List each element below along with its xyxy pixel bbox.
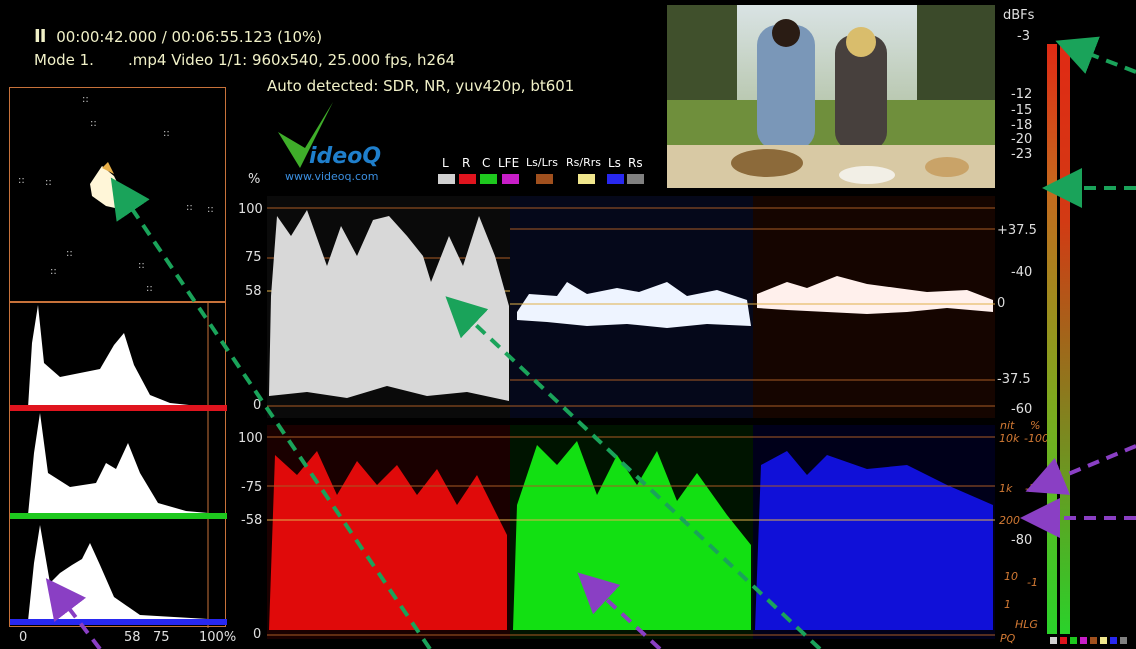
nit-tick-1: 1 <box>1004 598 1011 611</box>
legend-swatch-r <box>459 174 476 184</box>
rgb-tick-100: 100 <box>238 431 263 446</box>
pause-icon[interactable]: II <box>34 26 46 47</box>
hist-x-tick-0: 0 <box>19 630 28 645</box>
chroma-tick-plus375: +37.5 <box>997 223 1037 238</box>
pct-tick-1: -1 <box>1027 576 1038 589</box>
timecode: 00:00:42.000 / 00:06:55.123 (10%) <box>56 28 323 46</box>
legend-swatch-rs <box>627 174 644 184</box>
pct-label: % <box>1030 419 1041 432</box>
rgb-parade <box>267 425 995 639</box>
svg-text:::: :: <box>207 204 214 215</box>
meter-channel-swatches <box>1050 637 1134 645</box>
meter-swatch-c <box>1070 637 1077 644</box>
logo-name: ideoQ <box>309 144 382 169</box>
vectorscope-panel: :::::: :::::: :::::: :::: <box>9 87 226 302</box>
legend-swatch-lfe <box>502 174 519 184</box>
nit-tick-10k: 10k <box>999 432 1020 445</box>
meter-title: dBFs <box>1003 8 1035 23</box>
meter-swatch-rsrrs <box>1100 637 1107 644</box>
meter-swatch-lslrs <box>1090 637 1097 644</box>
svg-text:::: :: <box>82 94 89 105</box>
video-preview[interactable] <box>667 5 995 188</box>
meter-tick-12: -12 <box>1011 87 1033 102</box>
svg-text:::: :: <box>18 175 25 186</box>
chroma-tick-0: 0 <box>997 296 1006 311</box>
auto-detected: Auto detected: SDR, NR, yuv420p, bt601 <box>267 77 575 95</box>
pct-tick-20: -20 <box>1025 482 1043 495</box>
legend-label-ls: Ls <box>608 156 621 170</box>
audio-meter <box>1046 44 1072 634</box>
rgb-tick-0: 0 <box>253 627 262 642</box>
hist-x-tick-75: 75 <box>153 630 170 645</box>
svg-text:::: :: <box>45 177 52 188</box>
meter-swatch-lfe <box>1080 637 1087 644</box>
meter-swatch-ls <box>1110 637 1117 644</box>
rgb-tick-75: -75 <box>241 480 263 495</box>
legend-label-r: R <box>462 156 471 170</box>
pct-tick-100: -100 <box>1024 432 1049 445</box>
meter-tick-18: -18 <box>1011 118 1033 133</box>
logo-url: www.videoq.com <box>285 170 379 183</box>
hlg-label: HLG <box>1015 618 1038 631</box>
nit-tick-200: 200 <box>999 514 1020 527</box>
legend-label-lfe: LFE <box>498 156 520 170</box>
meter-bar-right <box>1060 44 1070 634</box>
meter-tick-15: -15 <box>1011 103 1033 118</box>
svg-text:::: :: <box>50 266 57 277</box>
legend-swatch-rsrrs <box>578 174 595 184</box>
svg-text:::: :: <box>186 202 193 213</box>
meter-tick-80: -80 <box>1011 533 1033 548</box>
legend-label-c: C <box>482 156 491 170</box>
mode-label: Mode 1. <box>34 51 94 69</box>
legend-swatch-c <box>480 174 497 184</box>
svg-text:::: :: <box>138 260 145 271</box>
meter-swatch-r <box>1060 637 1067 644</box>
meter-swatch-l <box>1050 637 1057 644</box>
arrow-meter-top <box>1055 36 1136 74</box>
waveform-tick-100: 100 <box>238 202 263 217</box>
legend-swatch-lslrs <box>536 174 553 184</box>
hist-x-tick-100: 100% <box>199 630 237 645</box>
videoq-logo: ideoQ www.videoq.com <box>275 100 405 190</box>
waveform-tick-58: 58 <box>245 284 262 299</box>
legend-swatch-ls <box>607 174 624 184</box>
luma-waveform <box>267 196 995 418</box>
pct-tick-0: 0 <box>1032 510 1039 523</box>
meter-tick-23: -23 <box>1011 147 1033 162</box>
chroma-tick-minus375: -37.5 <box>997 372 1031 387</box>
svg-text:::: :: <box>163 128 170 139</box>
meter-tick-20: -20 <box>1011 132 1033 147</box>
meter-bar-left <box>1047 44 1057 634</box>
legend-label-l: L <box>442 156 449 170</box>
histogram-panel <box>9 302 227 628</box>
file-info: .mp4 Video 1/1: 960x540, 25.000 fps, h26… <box>128 51 456 69</box>
nit-tick-1k: 1k <box>999 482 1013 495</box>
meter-tick-60: -60 <box>1011 402 1033 417</box>
nit-tick-10: 10 <box>1004 570 1018 583</box>
meter-tick-3: -3 <box>1017 29 1030 44</box>
legend-swatch-l <box>438 174 455 184</box>
svg-text:::: :: <box>90 118 97 129</box>
svg-text:::: :: <box>66 248 73 259</box>
waveform-percent-label: % <box>248 172 261 187</box>
nit-label: nit <box>1000 419 1015 432</box>
legend-label-lslrs: Ls/Lrs <box>526 156 558 169</box>
legend-label-rsrrs: Rs/Rrs <box>566 156 601 169</box>
svg-text:::: :: <box>146 283 153 294</box>
pq-label: PQ <box>1000 632 1016 645</box>
checkmark-icon <box>278 102 333 168</box>
waveform-tick-75: 75 <box>245 250 262 265</box>
hist-x-tick-58: 58 <box>124 630 141 645</box>
status-bar: II 00:00:42.000 / 00:06:55.123 (10%) <box>34 26 322 47</box>
meter-swatch-rs <box>1120 637 1127 644</box>
legend-label-rs: Rs <box>628 156 643 170</box>
channel-legend: L R C LFE Ls/Lrs Rs/Rrs Ls Rs <box>438 156 648 188</box>
rgb-tick-58: -58 <box>241 513 263 528</box>
waveform-tick-0: 0 <box>253 398 262 413</box>
meter-tick-40: -40 <box>1011 265 1033 280</box>
